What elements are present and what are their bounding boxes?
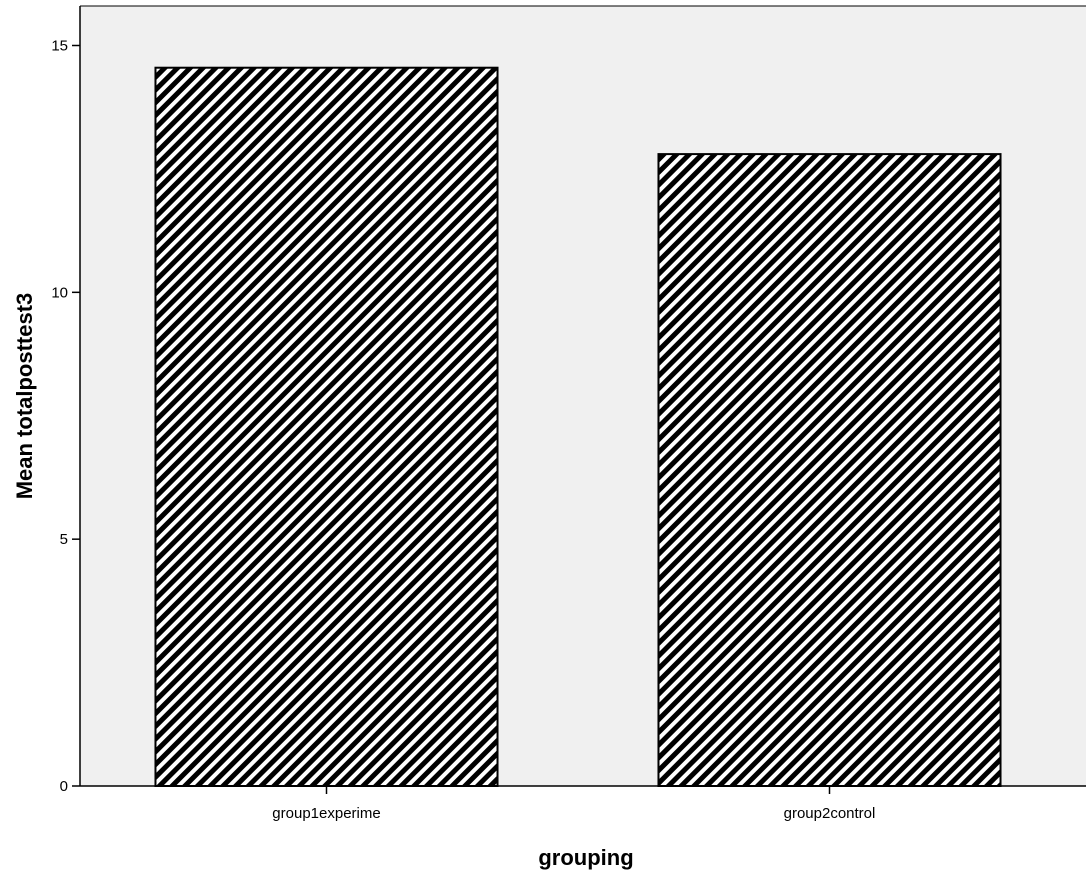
x-axis-title: grouping [538,845,633,870]
y-axis-title: Mean totalposttest3 [12,293,37,500]
x-ticks: group1experime group2control [272,786,875,822]
y-tick-label: 0 [60,778,68,795]
bar-group1experime [154,66,499,787]
y-ticks: 0 5 10 15 [51,37,80,795]
bars-layer [154,66,1002,788]
y-tick-label: 15 [51,37,68,54]
y-tick-label: 10 [51,284,68,301]
bar-group2control [657,153,1002,788]
y-tick-label: 5 [60,531,68,548]
x-tick-label: group2control [784,805,876,822]
x-tick-label: group1experime [272,805,380,822]
